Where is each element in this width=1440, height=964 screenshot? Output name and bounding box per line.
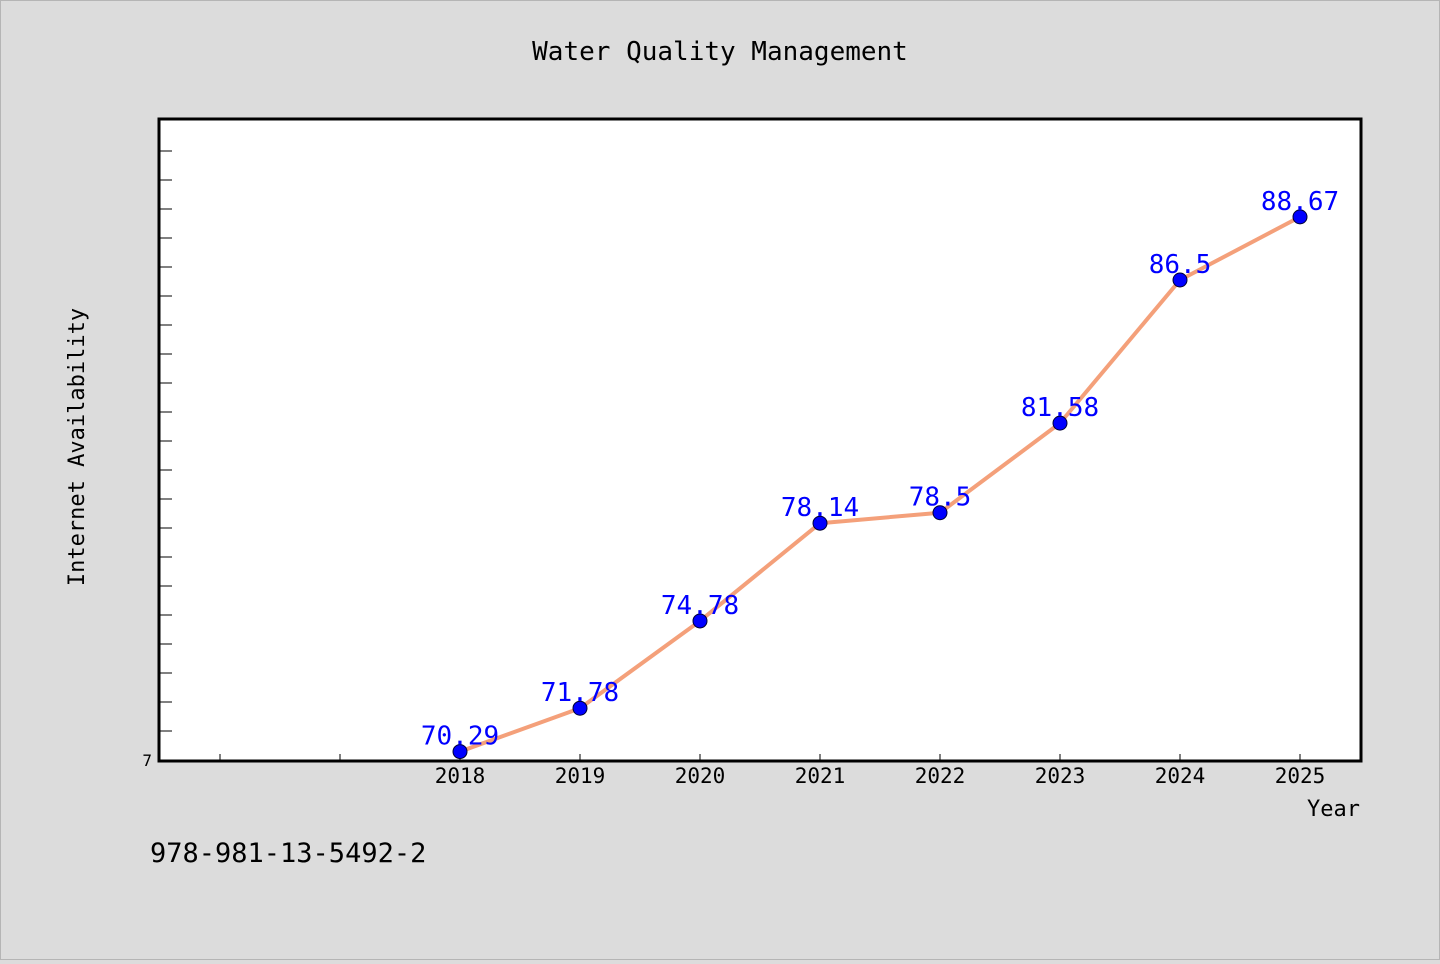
y-tick-label: 7 bbox=[142, 751, 152, 770]
data-point bbox=[1172, 272, 1188, 288]
y-axis-label: Internet Availability bbox=[65, 308, 90, 586]
x-tick-label: 2019 bbox=[555, 764, 606, 788]
data-point bbox=[572, 700, 588, 716]
x-axis-label: Year bbox=[1307, 797, 1360, 822]
x-tick-label: 2018 bbox=[435, 764, 486, 788]
data-label: 78.14 bbox=[781, 493, 859, 523]
x-tick-label: 2020 bbox=[675, 764, 726, 788]
data-label: 86.5 bbox=[1149, 250, 1212, 280]
plot-area bbox=[157, 117, 1363, 763]
data-point bbox=[932, 505, 948, 521]
y-axis-ticks: 7 bbox=[142, 150, 172, 770]
data-point bbox=[692, 613, 708, 629]
isbn-annotation: 978-981-13-5492-2 bbox=[150, 838, 426, 869]
data-point bbox=[1292, 209, 1308, 225]
data-label: 78.5 bbox=[909, 483, 972, 513]
data-label: 70.29 bbox=[421, 722, 499, 752]
data-label: 74.78 bbox=[661, 591, 739, 621]
x-tick-label: 2025 bbox=[1275, 764, 1326, 788]
x-tick-label: 2023 bbox=[1035, 764, 1086, 788]
chart-title: Water Quality Management bbox=[532, 37, 908, 67]
data-labels: 70.29 71.78 74.78 78.14 78.5 81.58 86.5 88.67 bbox=[421, 187, 1339, 752]
data-label: 71.78 bbox=[541, 678, 619, 708]
series-line bbox=[459, 215, 1301, 754]
x-tick-label: 2021 bbox=[795, 764, 846, 788]
series-layer bbox=[452, 209, 1308, 760]
x-tick-label: 2022 bbox=[915, 764, 966, 788]
data-point bbox=[452, 744, 468, 760]
data-point bbox=[812, 515, 828, 531]
data-point bbox=[1052, 415, 1068, 431]
x-tick-label: 2024 bbox=[1155, 764, 1206, 788]
data-label: 81.58 bbox=[1021, 393, 1099, 423]
data-label: 88.67 bbox=[1261, 187, 1339, 217]
x-axis-ticks: 2018 2019 2020 2021 2022 2023 2024 2025 bbox=[219, 754, 1326, 788]
